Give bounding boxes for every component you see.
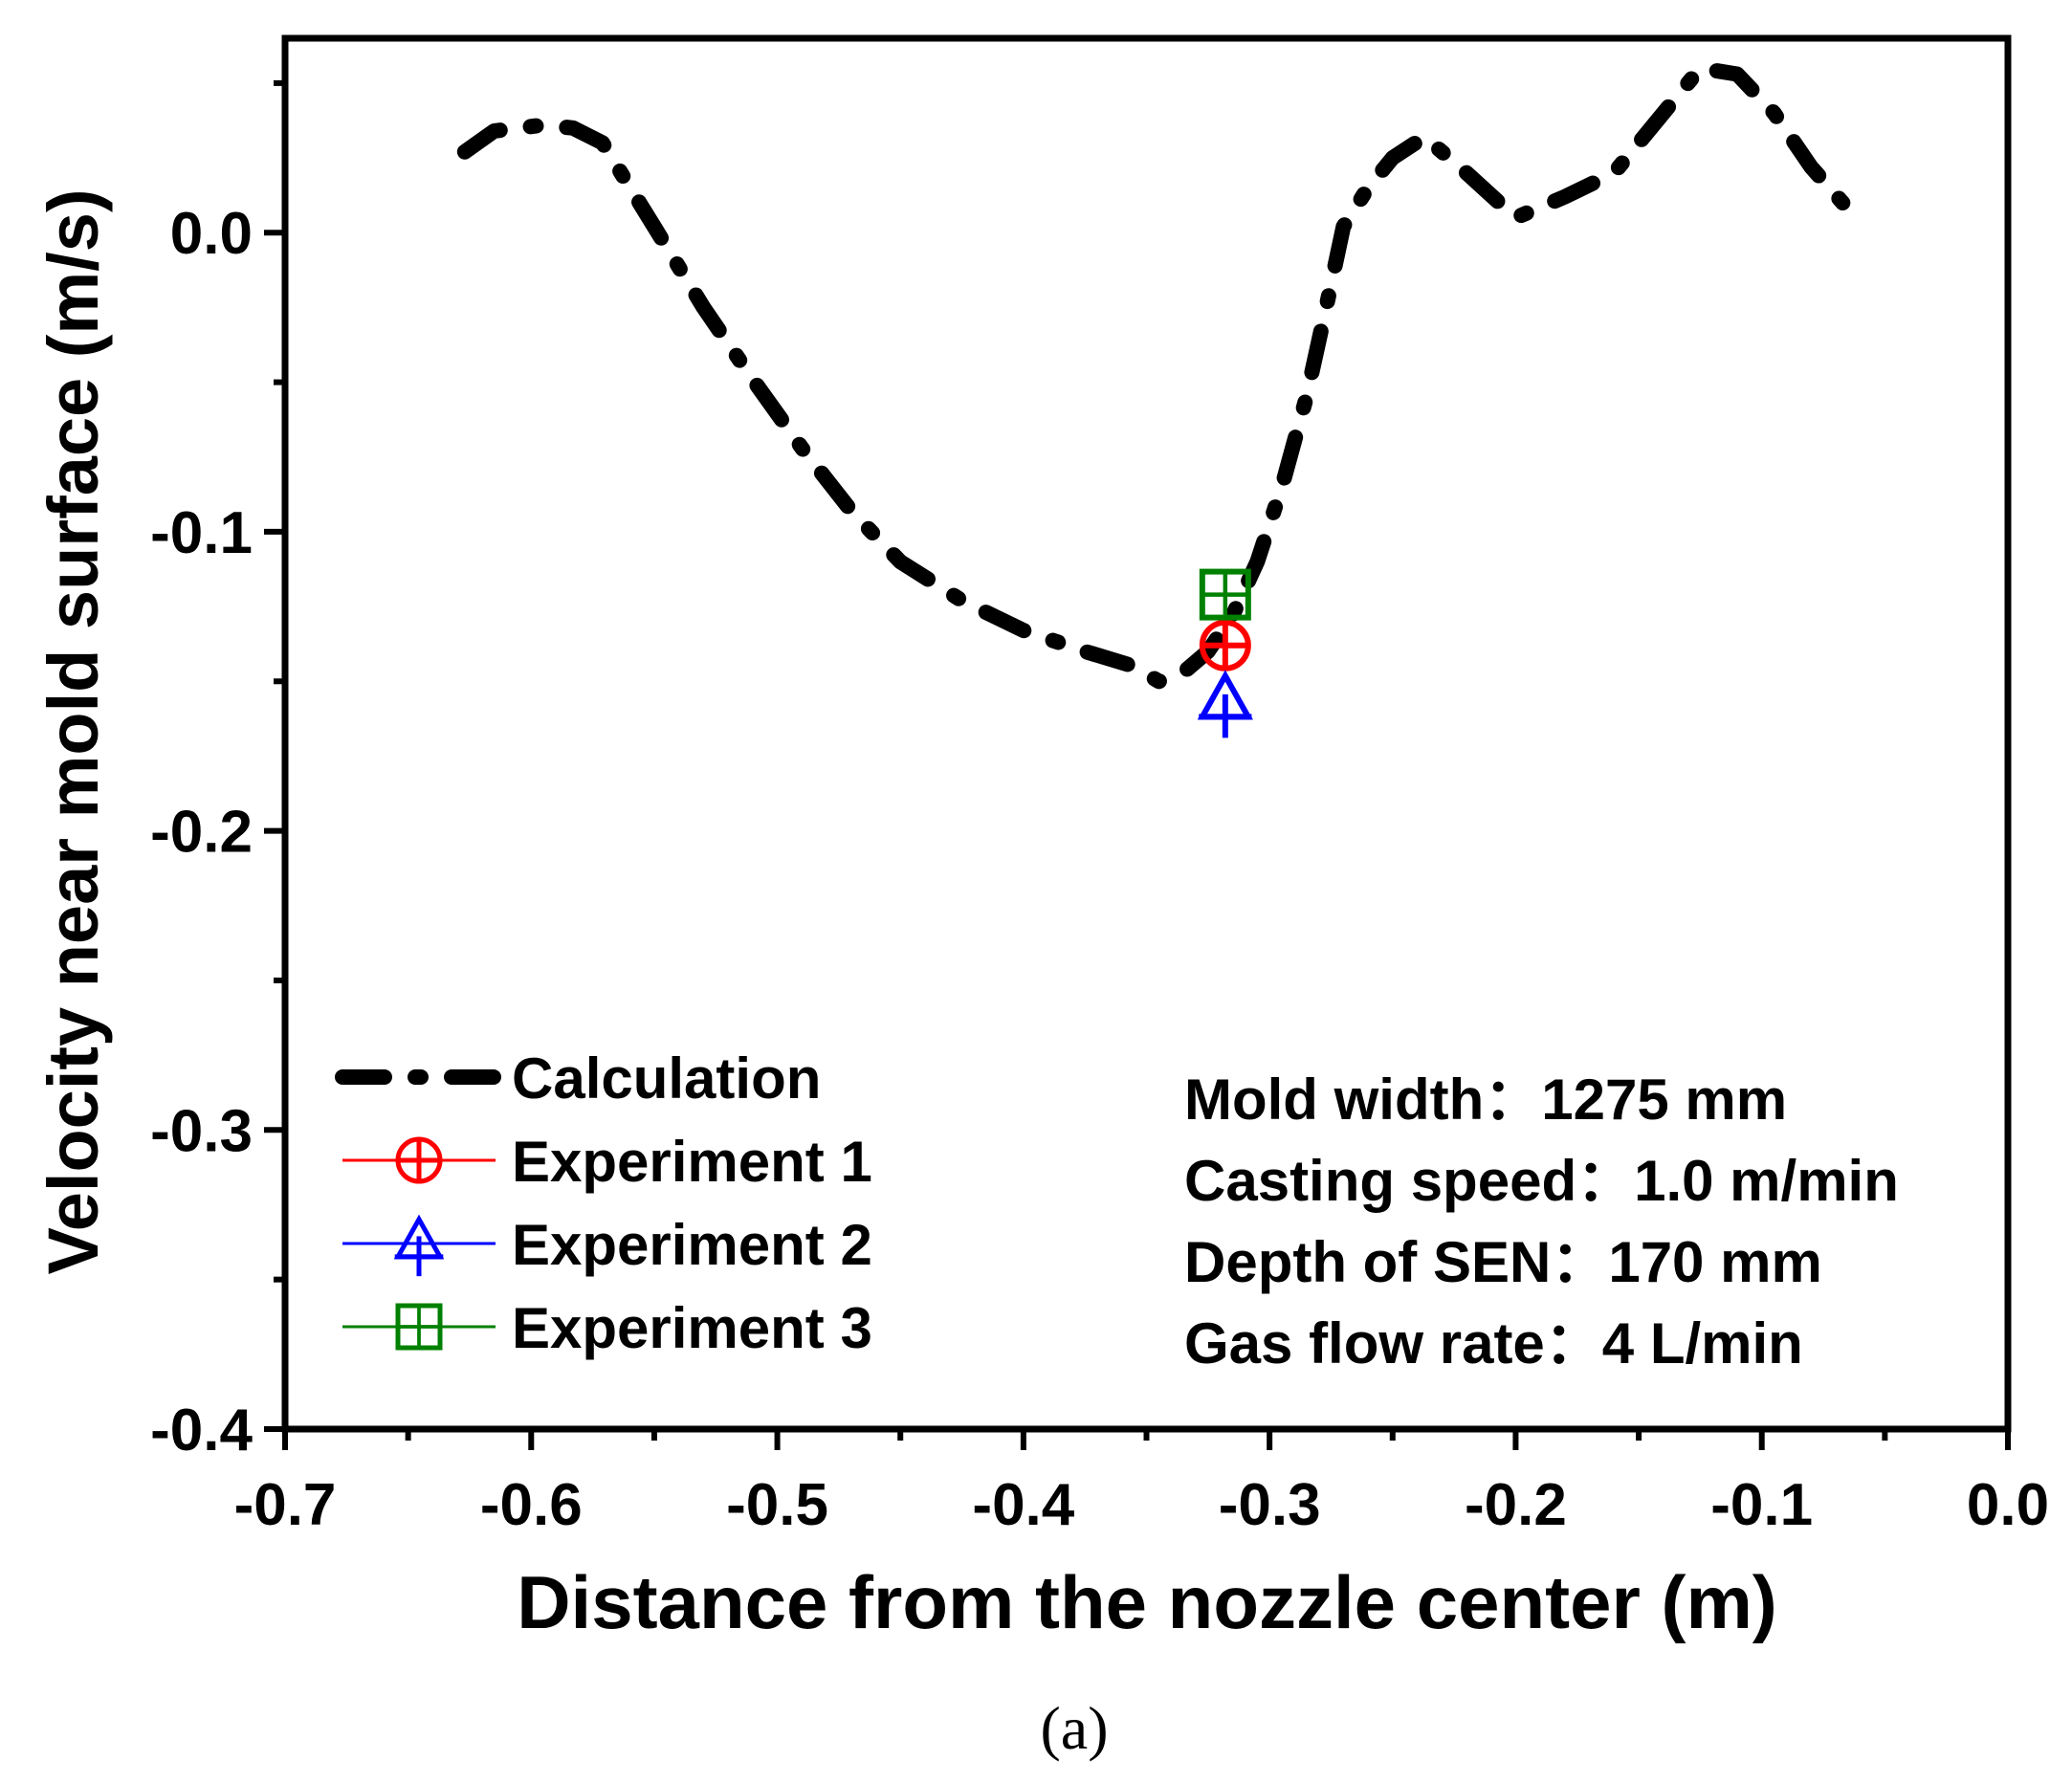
x-tick-label: -0.6 bbox=[480, 1472, 583, 1538]
annotation-text: Mold width：1275 mm bbox=[1184, 1068, 1787, 1132]
y-tick-label: -0.2 bbox=[150, 800, 253, 866]
plot-frame bbox=[281, 34, 2012, 1433]
y-tick-label: -0.4 bbox=[150, 1398, 253, 1464]
series-layer bbox=[456, 60, 1856, 738]
x-tick-label: -0.7 bbox=[234, 1472, 337, 1538]
legend-item: Experiment 3 bbox=[342, 1296, 872, 1360]
series-calculation-line bbox=[456, 60, 1856, 690]
y-tick-label: -0.1 bbox=[150, 500, 253, 566]
annotation-text: Casting speed：1.0 m/min bbox=[1184, 1149, 1899, 1213]
legend-item: Experiment 1 bbox=[342, 1130, 872, 1194]
x-tick-labels: -0.7 -0.6 -0.5 -0.4 -0.3 -0.2 -0.1 0.0 bbox=[234, 1472, 2050, 1538]
legend-label: Experiment 1 bbox=[512, 1130, 872, 1194]
legend: Calculation Experiment 1 Experiment 2 Exper… bbox=[335, 1046, 872, 1360]
figure-caption: (a) bbox=[1040, 1694, 1108, 1762]
annotation-text: Gas flow rate：4 L/min bbox=[1184, 1311, 1803, 1376]
x-tick-label: 0.0 bbox=[1967, 1472, 2049, 1538]
y-tick-label: -0.3 bbox=[150, 1098, 253, 1164]
x-tick-label: -0.2 bbox=[1465, 1472, 1567, 1538]
legend-item: Calculation bbox=[335, 1046, 821, 1111]
legend-label: Experiment 3 bbox=[512, 1296, 872, 1360]
x-axis-label: Distance from the nozzle center (m) bbox=[517, 1560, 1777, 1644]
legend-item: Experiment 2 bbox=[342, 1213, 872, 1277]
legend-label: Experiment 2 bbox=[512, 1213, 872, 1277]
x-tick-label: -0.4 bbox=[972, 1472, 1074, 1538]
x-tick-label: -0.3 bbox=[1219, 1472, 1321, 1538]
legend-label: Calculation bbox=[512, 1046, 821, 1111]
x-tick-label: -0.1 bbox=[1710, 1472, 1813, 1538]
y-tick-labels: 0.0 -0.1 -0.2 -0.3 -0.4 bbox=[150, 201, 253, 1464]
x-tick-label: -0.5 bbox=[726, 1472, 828, 1538]
annotations: Mold width：1275 mm Casting speed：1.0 m/mi… bbox=[1184, 1068, 1899, 1376]
y-axis-label: Velocity near mold surface (m/s) bbox=[33, 188, 113, 1274]
annotation-text: Depth of SEN：170 mm bbox=[1184, 1230, 1822, 1294]
y-tick-label: 0.0 bbox=[170, 201, 253, 267]
